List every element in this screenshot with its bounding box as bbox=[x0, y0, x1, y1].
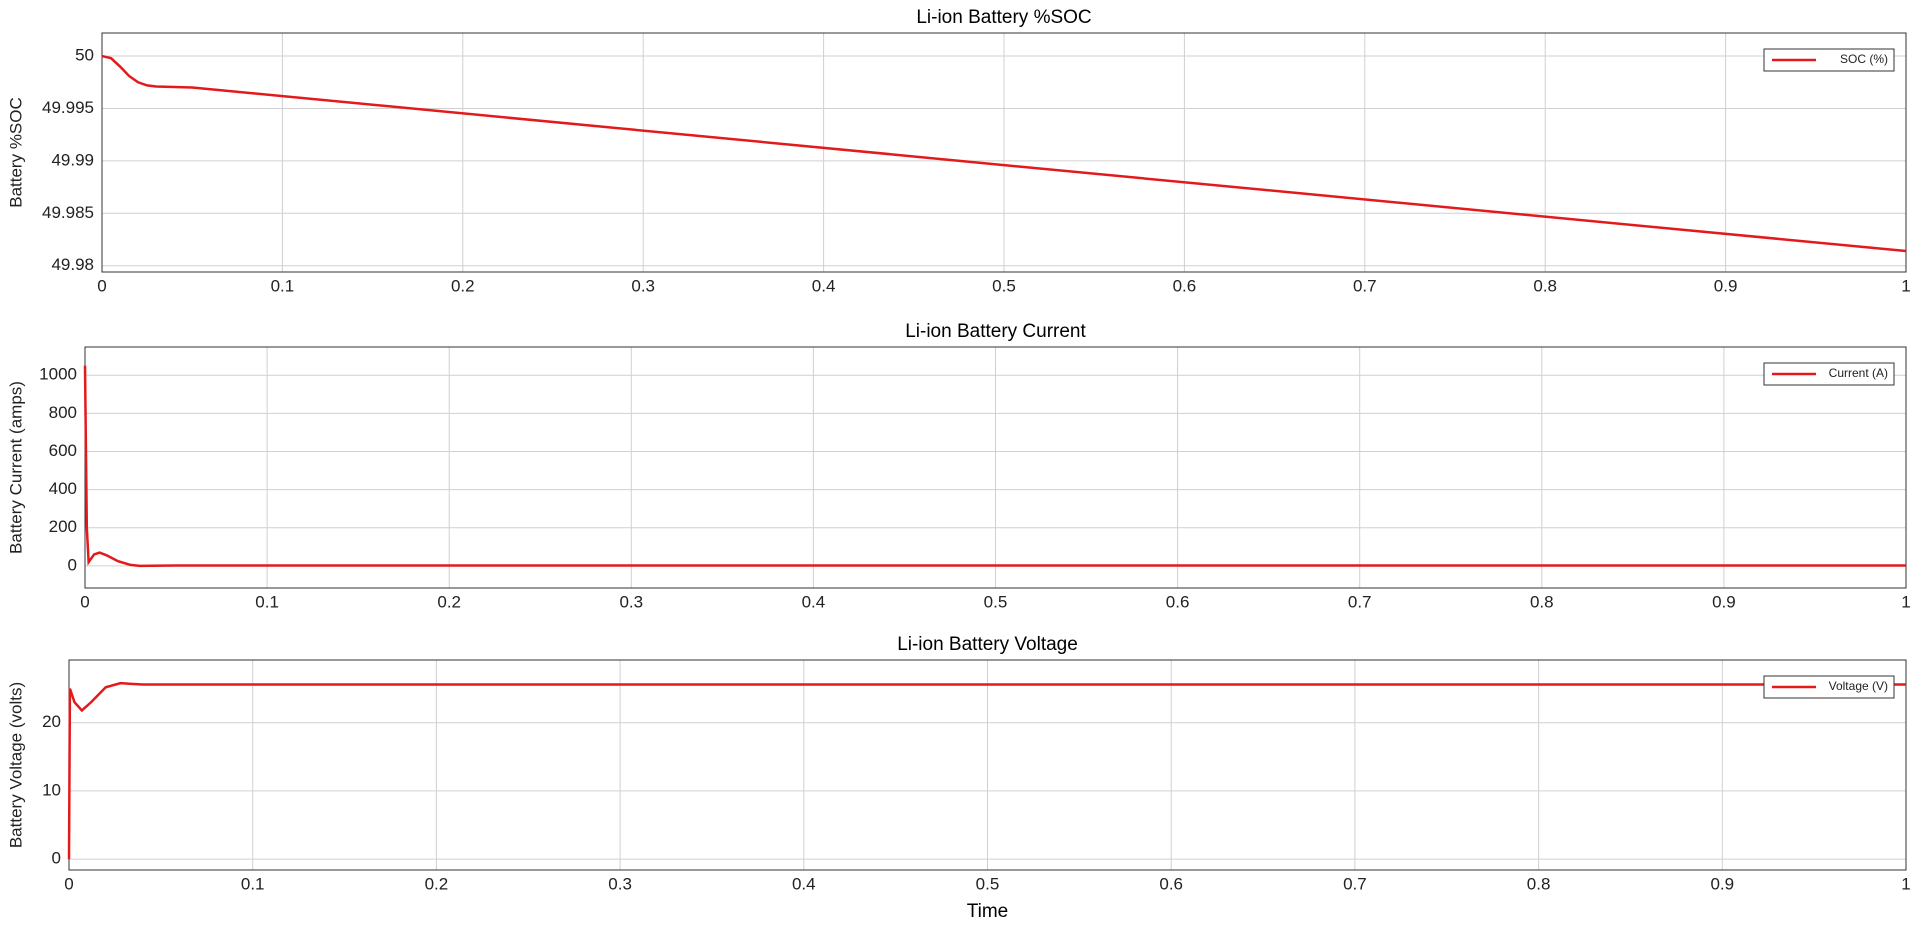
chart-title: Li-ion Battery Current bbox=[905, 321, 1086, 342]
x-tick-label: 0.8 bbox=[1527, 874, 1551, 893]
x-tick-label: 0.5 bbox=[976, 874, 1000, 893]
x-tick-label: 0.6 bbox=[1166, 592, 1190, 611]
x-axis-label: Time bbox=[967, 901, 1009, 922]
legend-box bbox=[1763, 48, 1895, 72]
x-tick-label: 0.3 bbox=[631, 276, 655, 295]
x-tick-label: 0.4 bbox=[812, 276, 836, 295]
legend-box bbox=[1763, 362, 1895, 386]
x-tick-label: 0.1 bbox=[271, 276, 295, 295]
legend-label: Current (A) bbox=[1829, 366, 1888, 380]
legend-label: SOC (%) bbox=[1840, 52, 1888, 66]
y-tick-label: 0 bbox=[52, 849, 61, 868]
y-tick-label: 600 bbox=[49, 441, 77, 460]
x-tick-label: 0.1 bbox=[241, 874, 265, 893]
y-tick-label: 200 bbox=[49, 517, 77, 536]
legend: SOC (%) bbox=[1763, 48, 1895, 72]
y-tick-label: 800 bbox=[49, 403, 77, 422]
x-tick-label: 0.6 bbox=[1173, 276, 1197, 295]
x-tick-label: 0.2 bbox=[425, 874, 449, 893]
y-tick-label: 49.98 bbox=[51, 255, 94, 274]
x-tick-label: 0.8 bbox=[1530, 592, 1554, 611]
x-tick-label: 0.8 bbox=[1533, 276, 1557, 295]
axes-box bbox=[101, 32, 1907, 273]
y-tick-label: 1000 bbox=[39, 365, 77, 384]
x-tick-label: 0.3 bbox=[608, 874, 632, 893]
y-tick-label: 50 bbox=[75, 46, 94, 65]
x-tick-label: 0.2 bbox=[437, 592, 461, 611]
y-tick-label: 20 bbox=[42, 712, 61, 731]
x-tick-label: 0.7 bbox=[1348, 592, 1372, 611]
y-tick-label: 49.995 bbox=[42, 98, 94, 117]
x-tick-label: 0.6 bbox=[1159, 874, 1183, 893]
legend: Voltage (V) bbox=[1763, 675, 1895, 699]
chart-title: Li-ion Battery %SOC bbox=[916, 7, 1091, 28]
data-line bbox=[101, 54, 1907, 253]
legend: Current (A) bbox=[1763, 362, 1895, 386]
y-axis-label: Battery %SOC bbox=[6, 97, 25, 208]
y-tick-label: 400 bbox=[49, 479, 77, 498]
x-tick-label: 0.9 bbox=[1712, 592, 1736, 611]
data-line bbox=[67, 681, 1906, 860]
y-tick-label: 10 bbox=[42, 780, 61, 799]
data-line bbox=[83, 365, 1906, 568]
x-tick-label: 0.3 bbox=[619, 592, 643, 611]
x-tick-label: 0.4 bbox=[792, 874, 816, 893]
x-tick-label: 1 bbox=[1901, 592, 1910, 611]
x-tick-label: 0.7 bbox=[1353, 276, 1377, 295]
x-tick-label: 0.7 bbox=[1343, 874, 1367, 893]
x-tick-label: 0.2 bbox=[451, 276, 475, 295]
legend-label: Voltage (V) bbox=[1829, 679, 1888, 693]
y-axis-label: Battery Current (amps) bbox=[6, 381, 25, 554]
x-tick-label: 0.1 bbox=[255, 592, 279, 611]
x-tick-label: 0.9 bbox=[1714, 276, 1738, 295]
x-tick-label: 0 bbox=[64, 874, 73, 893]
legend-box bbox=[1763, 675, 1895, 699]
x-tick-label: 0 bbox=[97, 276, 106, 295]
x-tick-label: 0.4 bbox=[802, 592, 826, 611]
x-tick-label: 1 bbox=[1901, 276, 1910, 295]
x-tick-label: 0 bbox=[80, 592, 89, 611]
x-tick-label: 1 bbox=[1901, 874, 1910, 893]
x-tick-label: 0.5 bbox=[984, 592, 1008, 611]
y-tick-label: 49.985 bbox=[42, 203, 94, 222]
x-tick-label: 0.5 bbox=[992, 276, 1016, 295]
chart-title: Li-ion Battery Voltage bbox=[897, 634, 1078, 655]
x-tick-label: 0.9 bbox=[1710, 874, 1734, 893]
y-tick-label: 49.99 bbox=[51, 150, 94, 169]
y-tick-label: 0 bbox=[68, 555, 77, 574]
y-axis-label: Battery Voltage (volts) bbox=[6, 682, 25, 848]
